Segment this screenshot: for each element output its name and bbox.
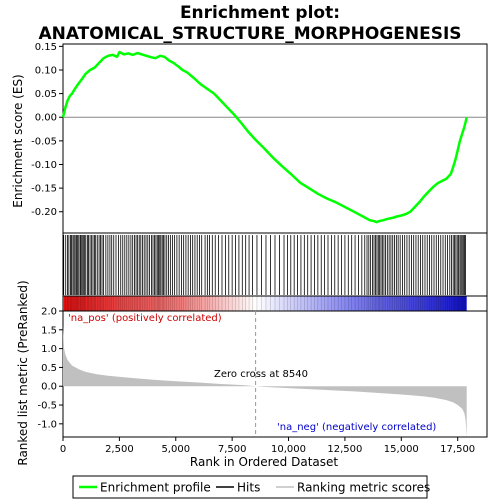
hits-panel (62, 232, 488, 312)
x-axis-label: Rank in Ordered Dataset (190, 455, 338, 469)
rank-y-axis-label: Ranked list metric (PreRanked) (16, 280, 30, 465)
x-tick-label: 12,500 (327, 444, 362, 455)
es-panel: 0.15 0.10 0.05 0.00 -0.05 -0.10 -0.15 -0.20 (31, 42, 488, 234)
chart-title-line-1: Enrichment plot: (180, 3, 340, 23)
rank-y-tick-label: 0.0 (41, 382, 57, 393)
es-y-tick-label: 0.15 (35, 42, 57, 53)
rank-plot-frame (62, 310, 488, 438)
zero-cross-label: Zero cross at 8540 (214, 369, 308, 380)
x-tick-label: 15,000 (384, 444, 419, 455)
legend-ranking-label: Ranking metric scores (297, 481, 430, 495)
es-y-tick-label: 0.10 (35, 65, 57, 76)
legend: Enrichment profile Hits Ranking metric s… (72, 475, 430, 499)
es-plot-frame (62, 43, 488, 234)
es-y-tick-label: -0.15 (31, 184, 57, 195)
chart-title-line-2: ANATOMICAL_STRUCTURE_MORPHOGENESIS (38, 24, 461, 44)
x-tick-label: 2,500 (105, 444, 134, 455)
x-tick-label: 17,500 (440, 444, 475, 455)
es-y-tick-label: -0.10 (31, 160, 57, 171)
rank-y-tick-label: 2.0 (41, 307, 57, 318)
x-tick-label: 7,500 (218, 444, 247, 455)
rank-y-tick-label: 1.0 (41, 344, 57, 355)
rank-color-bar (64, 296, 467, 311)
es-y-tick-label: 0.05 (35, 89, 57, 100)
rank-y-tick-label: -0.5 (37, 401, 57, 412)
x-tick-label: 5,000 (161, 444, 190, 455)
ranking-metric-area (63, 326, 467, 437)
es-y-tick-label: -0.05 (31, 136, 57, 147)
neg-correlated-label: 'na_neg' (negatively correlated) (277, 422, 436, 433)
pos-correlated-label: 'na_pos' (positively correlated) (68, 313, 222, 324)
rank-y-tick-label: 1.5 (41, 325, 57, 336)
legend-enrichment-label: Enrichment profile (100, 481, 211, 495)
es-y-tick-label: -0.20 (31, 207, 57, 218)
legend-box (72, 475, 428, 499)
es-y-tick-label: 0.00 (35, 113, 57, 124)
x-tick-label: 0 (60, 444, 66, 455)
rank-y-tick-label: 0.5 (41, 363, 57, 374)
rank-y-tick-label: -1.0 (37, 419, 57, 430)
es-y-axis-label: Enrichment score (ES) (11, 74, 25, 207)
x-axis: 0 2,500 5,000 7,500 10,000 12,500 15,000 17,500 (60, 437, 475, 455)
x-tick-label: 10,000 (271, 444, 306, 455)
rank-panel: 2.0 1.5 1.0 0.5 0.0 -0.5 -1.0 (37, 307, 488, 438)
legend-hits-label: Hits (237, 481, 260, 495)
enrichment-profile-line (61, 50, 468, 224)
